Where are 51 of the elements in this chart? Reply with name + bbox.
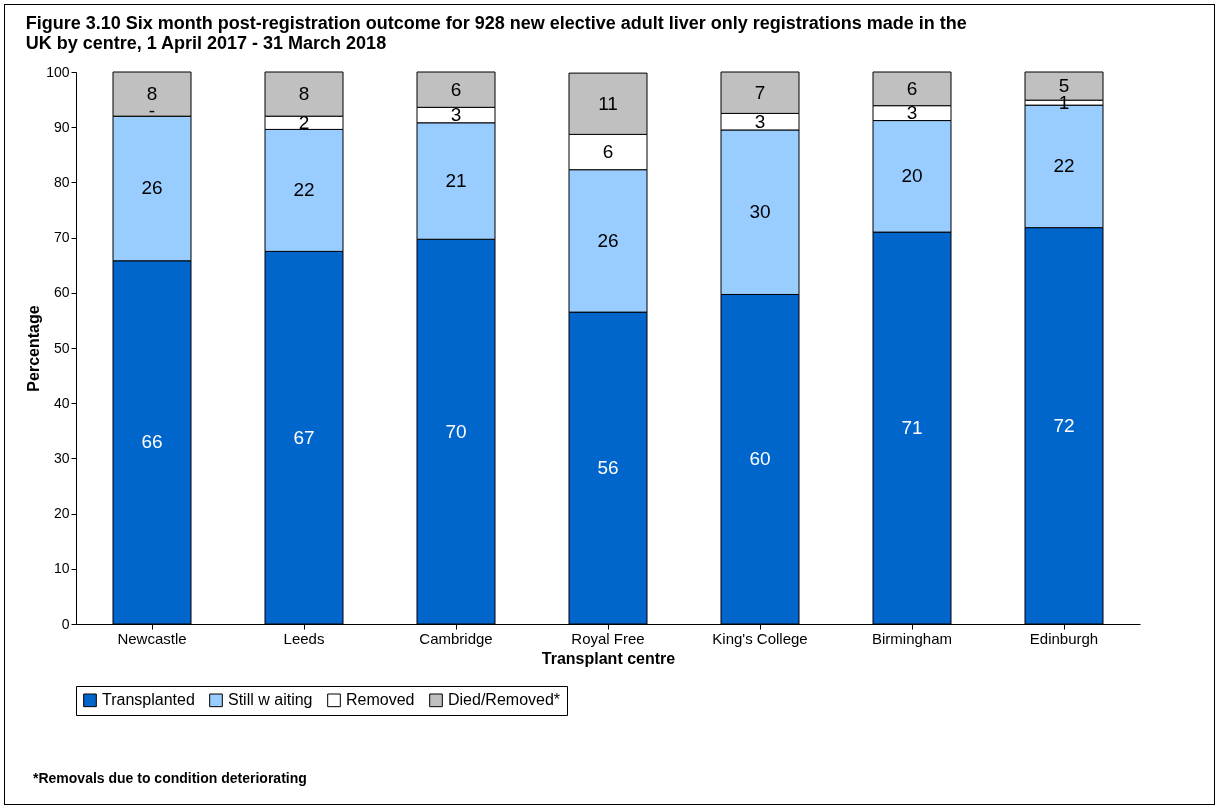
data-label: 26 xyxy=(597,229,619,251)
data-label: 22 xyxy=(1053,155,1075,177)
y-tick-label: 0 xyxy=(61,615,70,632)
x-axis-title: Transplant centre xyxy=(541,649,676,667)
data-label: 20 xyxy=(901,165,923,187)
y-tick-label: 20 xyxy=(53,505,70,522)
data-label: 7 xyxy=(754,81,766,103)
x-tick-label: Royal Free xyxy=(571,629,645,647)
data-label: 2 xyxy=(298,111,310,133)
legend-label: Still w aiting xyxy=(228,691,313,709)
data-label: 11 xyxy=(598,92,618,114)
y-tick-label: 40 xyxy=(53,394,70,411)
legend-label: Transplanted xyxy=(102,691,195,709)
data-label: 6 xyxy=(906,77,918,99)
y-tick-label: 100 xyxy=(46,63,70,80)
y-tick-label: 50 xyxy=(53,339,70,356)
x-tick-label: Edinburgh xyxy=(1029,629,1099,647)
chart-title: Figure 3.10 Six month post-registration outcome for 928 new elective adult liver only registrations made in the UK by centre, 1 April 2017 - 31 March 2018 xyxy=(25,13,967,53)
data-label: 30 xyxy=(749,201,771,223)
data-label: 3 xyxy=(450,104,462,126)
data-label: 66 xyxy=(141,431,163,453)
x-tick-label: Birmingham xyxy=(871,629,953,647)
data-label: 70 xyxy=(445,420,467,442)
data-label: 21 xyxy=(445,170,467,192)
data-label: 56 xyxy=(597,457,619,479)
data-label: 26 xyxy=(141,177,163,199)
y-tick-label: 70 xyxy=(53,229,70,246)
y-tick-label: 60 xyxy=(53,284,70,301)
data-label: 5 xyxy=(1058,75,1070,97)
x-tick-label: Newcastle xyxy=(117,629,187,647)
y-tick-label: 80 xyxy=(53,173,70,190)
y-tick-label: 10 xyxy=(53,560,70,577)
data-label: 60 xyxy=(749,448,771,470)
data-label: 6 xyxy=(602,141,614,163)
data-label: 71 xyxy=(901,417,923,439)
data-label: 3 xyxy=(754,110,766,132)
data-label: 8 xyxy=(298,83,310,105)
y-tick-label: 30 xyxy=(53,449,70,466)
data-label: 22 xyxy=(293,179,315,201)
legend-label: Removed xyxy=(346,691,415,709)
y-tick-label: 90 xyxy=(53,118,70,135)
y-axis-title: Percentage xyxy=(25,305,43,392)
data-label: 3 xyxy=(906,102,918,124)
legend-label: Died/Removed* xyxy=(448,691,561,709)
x-tick-label: Cambridge xyxy=(419,629,493,647)
data-label: 6 xyxy=(450,78,462,100)
data-label: 72 xyxy=(1053,414,1075,436)
data-label: 67 xyxy=(293,426,315,448)
x-tick-label: King's College xyxy=(712,629,808,647)
text: *Removals due to condition deteriorating xyxy=(33,770,307,786)
x-tick-label: Leeds xyxy=(283,629,325,647)
